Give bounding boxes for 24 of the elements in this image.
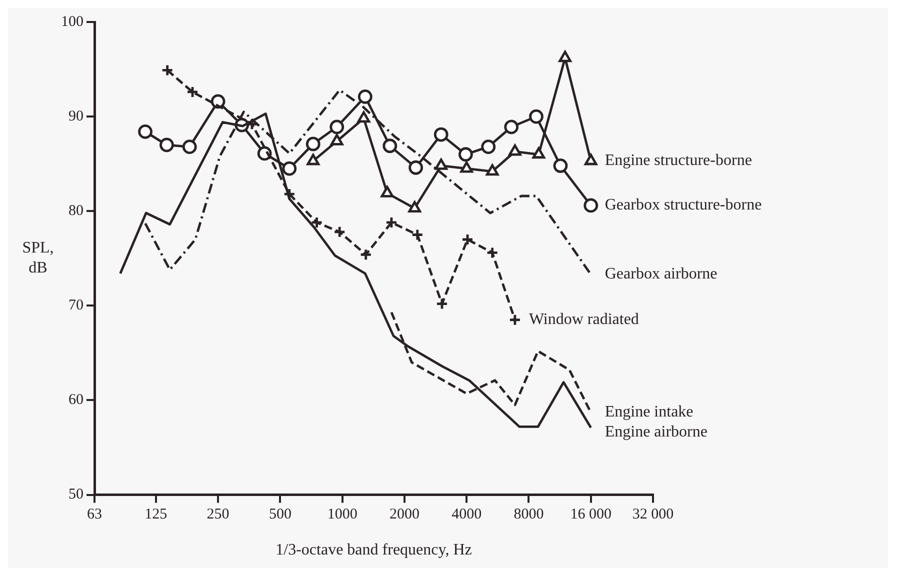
- x-tick-label: 63: [87, 506, 102, 523]
- x-tick-label: 16 000: [570, 506, 612, 523]
- x-tick-label: 500: [268, 506, 292, 523]
- series-label: Gearbox structure-borne: [604, 196, 762, 214]
- series-label: Gearbox airborne: [604, 266, 718, 283]
- x-tick-label: 8000: [514, 506, 544, 523]
- y-tick-label: 60: [68, 392, 84, 408]
- series-label: Engine airborne: [604, 424, 708, 441]
- y-tick-label: 80: [68, 203, 84, 220]
- y-axis-title: SPL, dB: [22, 240, 54, 277]
- y-tick-label: 90: [68, 108, 84, 124]
- series-label: Engine structure-borne: [604, 152, 752, 170]
- x-tick-label: 125: [144, 506, 168, 523]
- series-label: Engine intake: [604, 404, 694, 421]
- y-tick-label: 100: [61, 14, 84, 30]
- x-tick-label: 32 000: [632, 506, 674, 523]
- x-tick-label: 4000: [452, 506, 482, 523]
- y-tick-label: 70: [68, 298, 84, 314]
- x-tick-label: 250: [206, 506, 230, 523]
- x-tick-label: 1000: [327, 506, 358, 523]
- x-tick-label: 2000: [389, 506, 420, 523]
- series-label: Window radiated: [528, 311, 639, 328]
- x-axis-title: 1/3-octave band frequency, Hz: [276, 542, 472, 559]
- y-tick-label: 50: [68, 486, 84, 503]
